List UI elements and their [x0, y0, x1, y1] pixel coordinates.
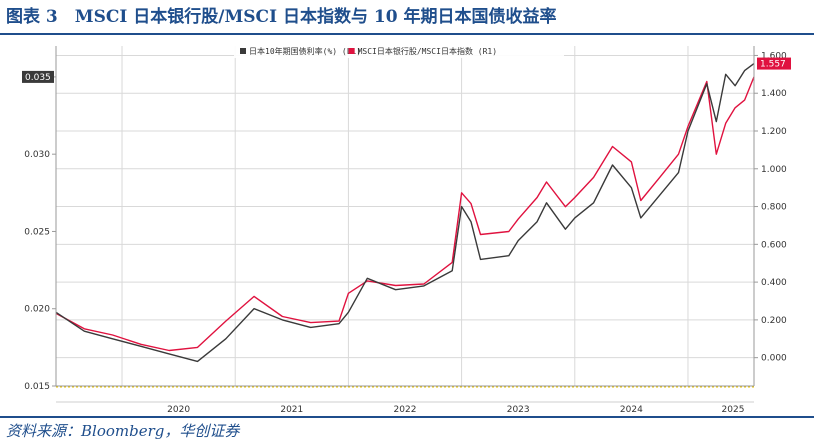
left-tick-label: 0.020: [24, 305, 50, 315]
right-tick-label: 0.000: [761, 354, 787, 364]
grid: [56, 46, 754, 386]
legend-swatch: [348, 48, 355, 54]
left-tick-label: 0.030: [24, 150, 50, 160]
legend-label: 日本10年期国债利率(%) (L1): [249, 46, 361, 56]
right-tick-label: 0.600: [761, 240, 787, 250]
legend-swatch: [240, 48, 246, 54]
right-tick-label: 0.800: [761, 203, 787, 213]
x-tick-label: 2024: [620, 405, 643, 414]
x-tick-label: 2021: [280, 405, 303, 414]
title-rule: [0, 33, 814, 35]
right-tick-label: 1.400: [761, 89, 787, 99]
x-tick-label: 2025: [722, 405, 745, 414]
legend-label: MSCI日本银行股/MSCI日本指数 (R1): [358, 46, 497, 56]
bottom-rule: [0, 416, 814, 418]
right-tick-label: 1.600: [761, 51, 787, 61]
right-tick-label: 1.200: [761, 127, 787, 137]
left-tick-label: 0.025: [24, 227, 50, 237]
x-tick-label: 2023: [507, 405, 530, 414]
right-tick-label: 0.400: [761, 278, 787, 288]
line-chart: 日本10年期国债利率(%) (L1)MSCI日本银行股/MSCI日本指数 (R1…: [22, 45, 791, 414]
x-tick-label: 2020: [167, 405, 190, 414]
legend-background: [234, 45, 564, 58]
series-layer: [55, 63, 755, 363]
axes: 2020 2021 2022 2023 2024 2025 0.015 0.020 0.025 0…: [24, 46, 787, 414]
series-line-bank-ratio: [55, 76, 755, 352]
figure-title: 图表 3 MSCI 日本银行股/MSCI 日本指数与 10 年期日本国债收益率: [6, 7, 557, 27]
right-tick-label: 0.200: [761, 316, 787, 326]
last-value-label-left: 0.035: [25, 73, 51, 83]
series-line-jgb-yield: [55, 63, 755, 363]
right-tick-label: 1.000: [761, 165, 787, 175]
last-value-tag-right: [757, 57, 791, 70]
last-value-tags: 1.557 0.035: [22, 57, 791, 83]
legend: 日本10年期国债利率(%) (L1)MSCI日本银行股/MSCI日本指数 (R1…: [234, 45, 564, 58]
last-value-tag-left: [22, 70, 54, 83]
source-note: 资料来源：Bloomberg，华创证券: [6, 422, 240, 440]
x-tick-label: 2022: [394, 405, 417, 414]
last-value-label-right: 1.557: [760, 60, 786, 70]
left-tick-label: 0.015: [24, 382, 50, 392]
